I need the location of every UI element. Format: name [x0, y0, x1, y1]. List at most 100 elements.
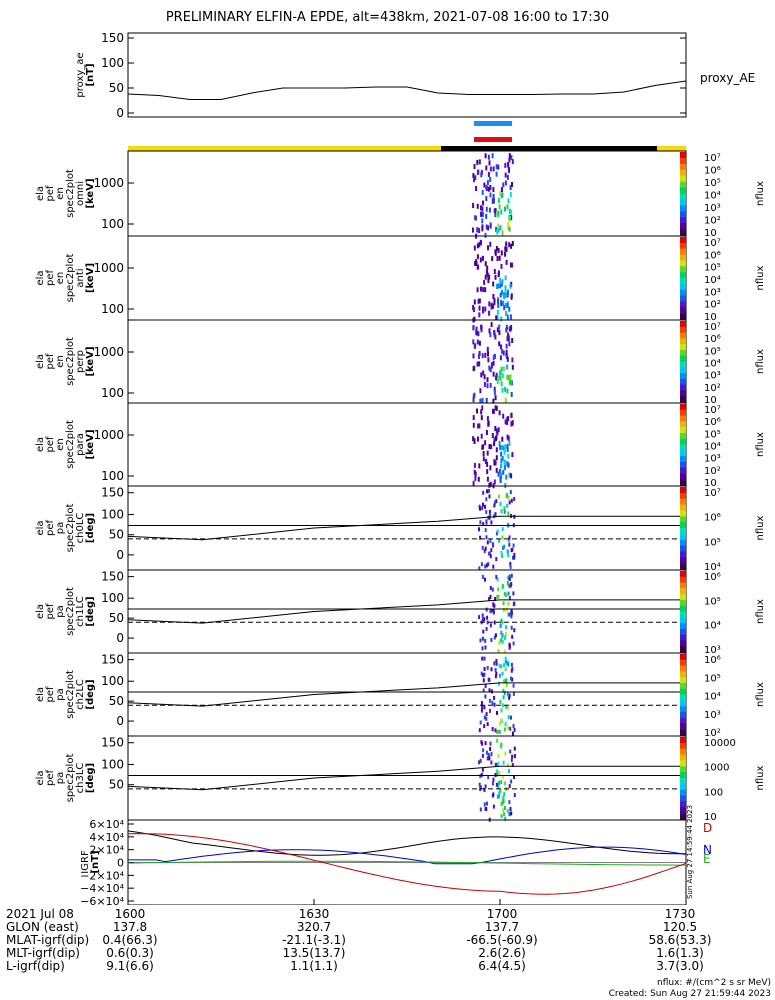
spectrogram-pixel — [511, 182, 513, 187]
spectrogram-pixel — [511, 159, 514, 165]
footer-time-1700: 1700 — [486, 907, 518, 921]
axis-label-line: pef — [45, 353, 56, 370]
spectrogram-pixel — [493, 479, 496, 485]
spectrogram-pixel — [486, 383, 489, 389]
spectrogram-pixel — [493, 702, 496, 707]
colorbar-tick-spec2plot_anti: 10⁶ — [704, 250, 721, 261]
footer-time-1600: 1600 — [114, 907, 146, 921]
colorbar-tick-spec2plot_ch3LC: 1000 — [704, 763, 729, 774]
colorbar-segment — [680, 760, 686, 767]
spectrogram-pixel — [511, 452, 514, 458]
spectrogram-pixel — [493, 695, 496, 700]
spectrogram-pixel — [500, 263, 503, 269]
spectrogram-pixel — [493, 620, 496, 625]
spectrogram-pixel — [502, 292, 505, 298]
spectrogram-pixel — [494, 668, 497, 672]
ytick-label-spec2plot_ch3LC: 150 — [101, 736, 124, 750]
spectrogram-pixel — [495, 428, 498, 434]
panel-frame-spec2plot_ch0LC — [127, 485, 687, 571]
spectrogram-pixel — [484, 564, 487, 569]
colorbar-tick-spec2plot_para: 10⁷ — [704, 405, 721, 416]
colorbar-segment — [680, 260, 686, 267]
spectrogram-pixel — [495, 171, 498, 177]
spectrogram-pixel — [485, 535, 488, 540]
spectrogram-pixel — [511, 677, 514, 682]
spectrogram-pixel — [506, 303, 509, 309]
colorbar-segment — [680, 326, 686, 334]
spectrogram-pixel — [481, 405, 484, 411]
colorbar-segment — [680, 723, 686, 730]
footer-mlat-1700: -66.5(-60.9) — [466, 933, 538, 947]
spectrogram-pixel — [500, 458, 503, 464]
colorbar-label-spec2plot_ch0LC: nflux — [755, 515, 766, 540]
spectrogram-pixel — [508, 784, 511, 789]
spectrogram-pixel — [492, 564, 495, 569]
ylabel-spec2plot_para: ela pef en spec2plot para [keV] — [35, 420, 96, 469]
spectrogram-pixel — [508, 612, 511, 617]
spectrogram-pixel — [505, 704, 508, 709]
colorbar-segment — [680, 737, 686, 744]
spectrogram-pixel — [508, 584, 511, 589]
spectrogram-pixel — [495, 659, 498, 663]
footer-l-1630: 1.1(1.1) — [290, 959, 338, 973]
spectrogram-pixel — [509, 807, 512, 811]
colorbar-segment — [680, 628, 686, 636]
colorbar-tick-spec2plot_para: 10² — [704, 466, 721, 477]
ytick-label-spec2plot_ch2LC: 50 — [109, 694, 124, 708]
spectrogram-pixel — [496, 769, 499, 774]
spectrogram-spec2plot_ch0LC — [478, 488, 516, 571]
spectrogram-pixel — [513, 775, 515, 779]
spectrogram-pixel — [475, 215, 477, 221]
spectrogram-pixel — [483, 279, 486, 285]
footer-time-1630: 1630 — [298, 907, 330, 921]
colorbar-tick-spec2plot_ch1LC: 10⁶ — [704, 572, 721, 583]
spectrogram-pixel — [510, 380, 513, 386]
spectrogram-pixel — [485, 497, 488, 502]
spectrogram-pixel — [497, 587, 500, 592]
spectrogram-pixel — [498, 673, 501, 678]
spectrogram-pixel — [506, 493, 509, 497]
ytick-label-spec2plot_ch0LC: 50 — [109, 528, 124, 542]
spectrogram-pixel — [488, 274, 491, 280]
spectrogram-pixel — [494, 274, 497, 280]
colorbar-tick-spec2plot_ch3LC: 100 — [704, 787, 723, 798]
spectrogram-pixel — [492, 294, 495, 299]
colorbar-segment — [680, 671, 686, 678]
colorbar-segment — [680, 766, 686, 773]
spectrogram-pixel — [473, 177, 475, 183]
spectrogram-pixel — [508, 440, 511, 446]
spectrogram-pixel — [491, 700, 494, 705]
spectrogram-pixel — [486, 461, 489, 467]
colorbar-segment — [680, 237, 686, 244]
spectrogram-pixel — [484, 694, 487, 699]
spectrogram-pixel — [513, 497, 516, 501]
spectrogram-pixel — [508, 542, 511, 547]
colorbar-segment — [680, 223, 686, 230]
spectrogram-pixel — [508, 341, 511, 347]
colorbar-segment — [680, 163, 686, 171]
spectrogram-pixel — [472, 307, 475, 312]
spectrogram-pixel — [488, 688, 491, 693]
spectrogram-pixel — [511, 634, 514, 639]
colorbar-tick-spec2plot_anti: 10² — [704, 300, 721, 311]
spectrogram-pixel — [478, 527, 480, 532]
colorbar-tick-spec2plot_perp: 10⁴ — [704, 359, 721, 370]
spectrogram-pixel — [506, 356, 509, 362]
ylabel-spec2plot_ch0LC: ela pef pa spec2plot ch0LC [deg] — [35, 504, 96, 553]
spectrogram-pixel — [499, 355, 502, 361]
spectrogram-pixel — [484, 352, 487, 358]
spectrogram-pixel — [499, 502, 502, 507]
ytick-label-spec2plot_para: 100 — [101, 469, 124, 483]
spectrogram-pixel — [500, 193, 503, 199]
spectrogram-pixel — [492, 281, 495, 287]
colorbar-segment — [680, 813, 686, 820]
colorbar-segment — [680, 706, 686, 713]
spectrogram-pixel — [492, 804, 495, 809]
spectrogram-pixel — [508, 693, 511, 698]
colorbar-segment — [680, 152, 686, 159]
spectrogram-pixel — [496, 256, 499, 261]
spectrogram-pixel — [496, 710, 498, 715]
spectrogram-pixel — [499, 478, 502, 483]
spectrogram-pixel — [484, 287, 487, 293]
axis-label-line: ela — [35, 604, 46, 619]
